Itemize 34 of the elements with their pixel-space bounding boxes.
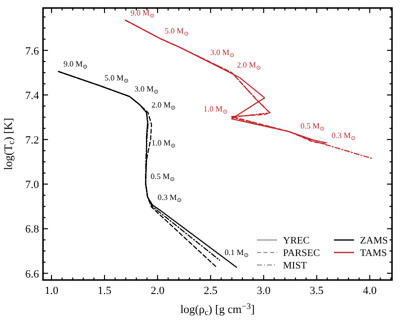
y-tick-label: 6.6: [25, 268, 40, 280]
annotation: ZAMS: [360, 236, 388, 246]
legend-label: TAMS: [360, 248, 387, 259]
x-tick-label: 2.0: [150, 285, 165, 297]
x-tick-label: 1.5: [98, 285, 112, 297]
annotation: 5.0 M$_{⊙}$: [104, 74, 129, 84]
annotation: 1.0 M$_{⊙}$: [203, 104, 228, 116]
x-tick-label: 3.5: [310, 285, 324, 297]
annotation: 3.0 M$_{⊙}$: [210, 48, 234, 59]
legend-label: PARSEC: [283, 248, 320, 259]
y-tick-label: 7.6: [25, 45, 40, 58]
x-tick-label: 3.0: [256, 285, 272, 297]
annotation: 0.3 M$_{⊙}$: [332, 130, 356, 142]
annotation: 3.0 M$_{⊙}$: [134, 84, 159, 96]
x-axis-title: log(ρ$_{c}$) [g cm$^{−3}$]: [180, 301, 255, 318]
y-tick-label: 7.0: [25, 179, 40, 192]
y-tick-label: 7.2: [25, 134, 39, 147]
x-tick-label: 2.5: [204, 285, 218, 297]
x-tick-label: 1.0: [44, 285, 59, 297]
y-tick-label: 6.8: [25, 224, 40, 236]
annotation: 0.5 M$_{⊙}$: [300, 122, 325, 132]
annotation: 1.0 M$_{⊙}$: [152, 138, 176, 150]
annotation: 0.5 M$_{⊙}$: [150, 172, 175, 183]
annotation: 2.0 M$_{⊙}$: [236, 60, 261, 72]
annotation: 0.3 M$_{⊙}$: [158, 193, 182, 204]
annotation: 0.1 M$_{⊙}$: [224, 248, 249, 259]
y-tick-label: 7.4: [25, 90, 40, 102]
legend-label: YREC: [283, 236, 310, 246]
annotation: 5.0 M$_{⊙}$: [164, 26, 189, 37]
x-tick-label: 4.0: [362, 285, 378, 297]
annotation: 2.0 M$_{⊙}$: [152, 100, 176, 112]
legend-label: MIST: [283, 260, 307, 272]
annotation: 9.0 M$_{⊙}$: [63, 60, 88, 70]
annotation: 9.0 M$_{⊙}$: [130, 8, 155, 19]
